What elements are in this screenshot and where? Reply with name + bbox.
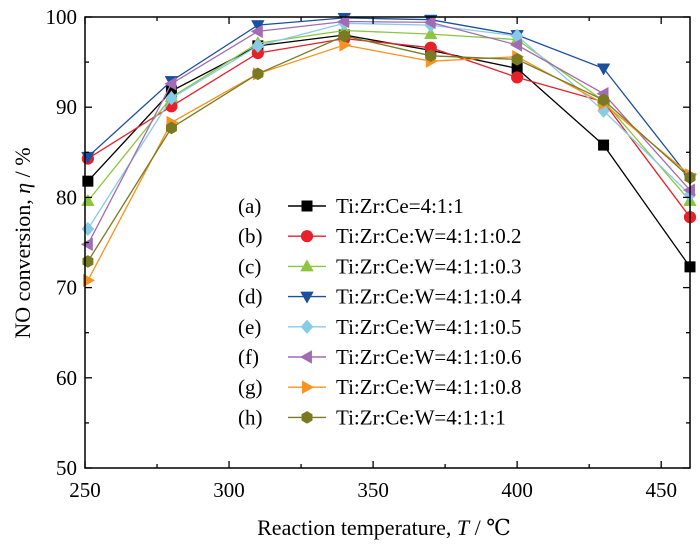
legend-entry: (h) Ti:Zr:Ce:W=4:1:1:1: [238, 405, 506, 429]
series-line: [87, 35, 691, 262]
legend-tag: (f): [238, 345, 259, 369]
x-axis-title: Reaction temperature, T / ℃: [257, 515, 511, 540]
y-tick-label: 50: [56, 456, 77, 480]
data-point: [598, 93, 610, 107]
y-axis-title-part-1: NO conversion,: [10, 194, 35, 339]
legend-entry: (d) Ti:Zr:Ce:W=4:1:1:0.4: [238, 285, 522, 309]
series-line: [87, 22, 691, 230]
data-point: [252, 67, 264, 81]
x-axis-title-part-3: / ℃: [469, 515, 511, 540]
legend-label: Ti:Zr:Ce:W=4:1:1:1: [336, 405, 506, 429]
legend-label: Ti:Zr:Ce:W=4:1:1:0.2: [336, 224, 522, 248]
legend-entry: (b) Ti:Zr:Ce:W=4:1:1:0.2: [238, 224, 522, 248]
legend-tag: (a): [238, 194, 261, 218]
data-point: [423, 27, 438, 40]
legend-tag: (d): [238, 285, 263, 309]
data-point: [511, 62, 523, 74]
data-point: [596, 63, 611, 76]
legend-tag: (h): [238, 405, 263, 429]
y-axis-title-symbol: η: [10, 183, 35, 194]
legend-marker: [300, 259, 314, 272]
data-point: [338, 29, 350, 43]
legend-entry: (c) Ti:Zr:Ce:W=4:1:1:0.3: [238, 254, 522, 278]
legend-entry: (e) Ti:Zr:Ce:W=4:1:1:0.5: [238, 315, 522, 339]
data-point: [511, 71, 524, 84]
series-line: [87, 29, 691, 202]
legend-label: Ti:Zr:Ce:W=4:1:1:0.4: [336, 285, 522, 309]
legend-label: Ti:Zr:Ce=4:1:1: [336, 194, 464, 218]
legend-tag: (b): [238, 224, 263, 248]
y-tick-label: 70: [56, 276, 77, 300]
data-point: [682, 183, 695, 197]
legend: (a) Ti:Zr:Ce=4:1:1 (b) Ti:Zr:Ce:W=4:1:1:0.2…: [238, 194, 522, 429]
x-axis-title-symbol: T: [457, 515, 471, 540]
data-point: [165, 121, 177, 135]
data-point: [425, 49, 437, 63]
data-point: [82, 255, 94, 268]
y-tick-label: 80: [56, 185, 77, 209]
y-tick-label: 100: [46, 5, 78, 29]
x-axis-title-part-1: Reaction temperature,: [257, 515, 457, 540]
x-tick-label: 400: [501, 478, 533, 502]
y-tick-label: 60: [56, 366, 77, 390]
data-point: [251, 38, 265, 54]
series-line: [87, 44, 691, 281]
legend-label: Ti:Zr:Ce:W=4:1:1:0.8: [336, 375, 522, 399]
legend-entry: (f) Ti:Zr:Ce:W=4:1:1:0.6: [238, 345, 522, 369]
data-point: [164, 76, 177, 91]
legend-marker: [301, 200, 313, 212]
data-point: [82, 273, 95, 288]
series-line: [87, 20, 691, 245]
data-point: [81, 221, 95, 237]
series-7: [82, 38, 698, 288]
x-tick-label: 300: [213, 478, 245, 502]
legend-label: Ti:Zr:Ce:W=4:1:1:0.3: [336, 254, 522, 278]
legend-entry: (a) Ti:Zr:Ce=4:1:1: [238, 194, 464, 218]
legend-tag: (e): [238, 315, 261, 339]
legend-entry: (g) Ti:Zr:Ce:W=4:1:1:0.8: [238, 375, 522, 399]
legend-marker: [299, 350, 312, 364]
y-tick-label: 90: [56, 95, 77, 119]
axes: 250 300 350 400 450 50 60 70 80 90 100: [46, 5, 691, 502]
legend-tag: (g): [238, 375, 263, 399]
data-point: [510, 38, 523, 52]
data-point: [250, 24, 263, 39]
legend-marker: [301, 411, 313, 424]
x-tick-label: 350: [357, 478, 389, 502]
y-axis-title: NO conversion, η / %: [10, 147, 35, 338]
data-point: [165, 90, 178, 106]
series-6: [80, 14, 695, 252]
series-line: [87, 17, 691, 179]
data-point: [424, 41, 437, 54]
legend-tag: (c): [238, 254, 261, 278]
legend-marker: [300, 291, 314, 304]
x-tick-label: 250: [69, 478, 101, 502]
legend-label: Ti:Zr:Ce:W=4:1:1:0.5: [336, 315, 522, 339]
data-point: [598, 139, 610, 151]
data-point: [423, 15, 436, 30]
x-tick-label: 450: [645, 478, 677, 502]
data-point: [511, 53, 523, 66]
legend-label: Ti:Zr:Ce:W=4:1:1:0.6: [336, 345, 522, 369]
data-point: [339, 38, 352, 52]
legend-marker: [300, 230, 314, 243]
y-axis-title-part-3: / %: [10, 147, 35, 182]
legend-marker: [302, 380, 315, 394]
legend-marker: [300, 319, 314, 335]
data-point: [337, 14, 350, 29]
data-point: [80, 237, 93, 252]
data-point: [82, 175, 94, 187]
